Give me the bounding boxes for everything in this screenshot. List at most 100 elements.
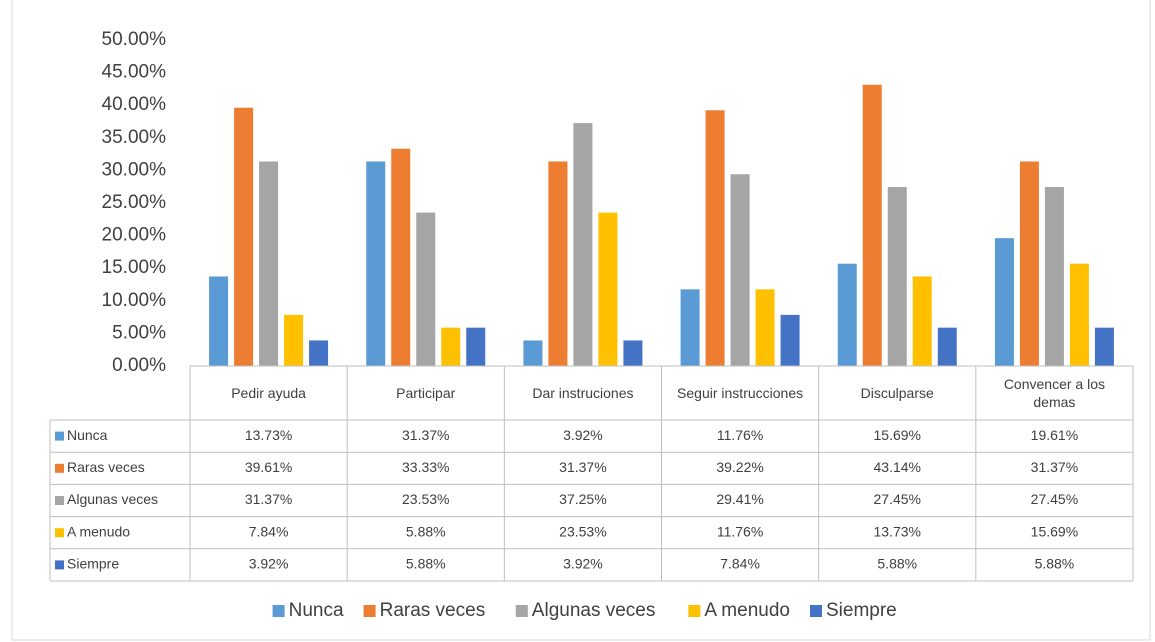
- chart-border: [11, 0, 1151, 641]
- bar: [573, 123, 593, 366]
- bar: [234, 107, 254, 366]
- x-tick-label-box: Convencer a los demas: [1003, 375, 1105, 410]
- table-cell: 37.25%: [559, 491, 606, 507]
- y-tick-label: 30.00%: [102, 159, 167, 180]
- x-tick-label-box: Disculparse: [860, 384, 934, 401]
- bar: [598, 212, 618, 366]
- y-tick-label: 35.00%: [102, 127, 167, 148]
- y-tick-label: 45.00%: [102, 62, 167, 83]
- bar: [391, 148, 411, 366]
- table-cell: 15.69%: [1031, 523, 1078, 539]
- bar: [755, 289, 775, 366]
- bar: [1019, 161, 1039, 366]
- bar: [209, 276, 229, 366]
- table-cell: 31.37%: [1031, 459, 1078, 475]
- table-cell: 33.33%: [402, 459, 449, 475]
- table-cell: 7.84%: [249, 523, 289, 539]
- bar: [994, 238, 1014, 366]
- table-cell: 3.92%: [563, 556, 603, 572]
- table-cell: 5.88%: [406, 556, 446, 572]
- x-tick-label-box: Dar instruciones: [532, 384, 634, 401]
- table-cell: 13.73%: [245, 427, 292, 443]
- table-cell: 11.76%: [717, 427, 763, 443]
- y-tick-label: 10.00%: [102, 290, 167, 311]
- bar: [441, 327, 461, 366]
- y-tick-label: 5.00%: [112, 322, 166, 343]
- bar: [1094, 327, 1114, 366]
- x-tick-label: Dar instruciones: [532, 384, 634, 401]
- bar: [284, 314, 304, 366]
- table-cell: 5.88%: [877, 556, 917, 572]
- table-cell: 29.41%: [716, 491, 763, 507]
- table-legend-key: [55, 528, 64, 538]
- table-cell: 23.53%: [402, 491, 449, 507]
- table-cell: 39.61%: [245, 459, 292, 475]
- bar: [705, 110, 725, 366]
- table-cell: 31.37%: [559, 459, 606, 475]
- table-cell: 27.45%: [1031, 491, 1078, 507]
- x-tick-label-box: Participar: [396, 384, 456, 401]
- table-row-label: Raras veces: [67, 459, 145, 475]
- table-cell: 3.92%: [249, 556, 289, 572]
- table-row-label: Algunas veces: [67, 491, 158, 507]
- x-tick-label-box: Seguir instrucciones: [677, 384, 804, 401]
- table-cell: 19.61%: [1031, 427, 1078, 443]
- bar: [912, 276, 932, 366]
- x-tick-label: Participar: [396, 384, 456, 401]
- bar: [309, 340, 329, 366]
- bar: [837, 263, 857, 366]
- bar: [466, 327, 486, 366]
- table-cell: 11.76%: [717, 523, 763, 539]
- table-legend-key: [55, 560, 64, 570]
- table-cell: 39.22%: [716, 459, 763, 475]
- table-cell: 5.88%: [406, 523, 446, 539]
- x-tick-label: Disculparse: [860, 384, 934, 401]
- x-tick-label: Pedir ayuda: [231, 384, 306, 401]
- bar: [937, 327, 957, 366]
- x-tick-label: Seguir instrucciones: [677, 384, 804, 401]
- bar: [416, 212, 436, 366]
- table-legend-key: [55, 431, 64, 441]
- y-tick-label: 50.00%: [102, 29, 167, 50]
- legend-key: [515, 605, 528, 617]
- legend-key: [688, 605, 701, 617]
- table-cell: 23.53%: [559, 523, 606, 539]
- table-cell: 3.92%: [563, 427, 603, 443]
- table-legend-key: [55, 496, 64, 505]
- legend-key: [272, 605, 285, 617]
- y-tick-label: 0.00%: [112, 355, 166, 376]
- table-cell: 13.73%: [874, 523, 921, 539]
- bar: [548, 161, 568, 366]
- table-row-label: Siempre: [67, 556, 119, 572]
- legend-label: Raras veces: [380, 600, 486, 621]
- bar: [730, 174, 750, 366]
- bar: [862, 84, 882, 366]
- table-cell: 5.88%: [1035, 556, 1075, 572]
- bar: [887, 187, 907, 366]
- table-cell: 31.37%: [402, 427, 449, 443]
- legend-key: [810, 605, 822, 617]
- table-cell: 43.14%: [874, 459, 921, 475]
- legend-label: Nunca: [289, 600, 344, 621]
- x-tick-label: Convencer a los demas: [1003, 375, 1105, 410]
- legend-label: Algunas veces: [532, 600, 656, 621]
- y-tick-label: 15.00%: [102, 257, 167, 278]
- bar: [259, 161, 279, 366]
- bar: [523, 340, 543, 366]
- table-row-label: Nunca: [67, 427, 108, 443]
- table-cell: 15.69%: [874, 427, 921, 443]
- legend-label: Siempre: [826, 600, 897, 621]
- bar: [1044, 187, 1064, 366]
- y-tick-label: 25.00%: [102, 192, 167, 213]
- bar: [1069, 263, 1089, 366]
- table-row-label: A menudo: [67, 523, 130, 539]
- table-cell: 27.45%: [874, 491, 921, 507]
- bar: [366, 161, 386, 366]
- legend-key: [363, 605, 376, 617]
- x-tick-label-box: Pedir ayuda: [231, 384, 306, 401]
- bar: [680, 289, 700, 366]
- table-legend-key: [55, 463, 64, 473]
- y-tick-label: 20.00%: [102, 225, 167, 246]
- table-cell: 7.84%: [720, 556, 760, 572]
